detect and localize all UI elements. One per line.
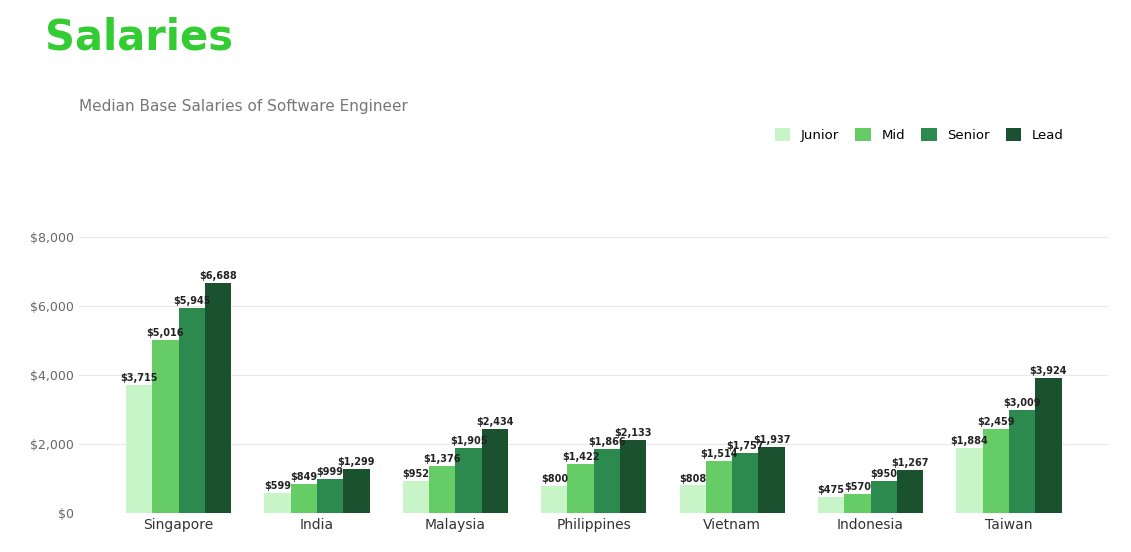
- Bar: [205, 283, 231, 513]
- Text: $1,905: $1,905: [450, 436, 487, 446]
- Text: $808: $808: [679, 474, 707, 484]
- Text: $3,715: $3,715: [120, 373, 158, 383]
- Bar: [291, 484, 317, 513]
- Bar: [620, 440, 647, 513]
- Bar: [1035, 378, 1062, 513]
- Bar: [759, 447, 785, 513]
- Bar: [706, 461, 732, 513]
- Text: $1,937: $1,937: [753, 434, 791, 445]
- Text: $2,434: $2,434: [476, 417, 513, 427]
- Text: $475: $475: [818, 485, 845, 495]
- Bar: [429, 466, 456, 513]
- Text: $1,514: $1,514: [700, 449, 737, 459]
- Bar: [153, 340, 179, 513]
- Text: $3,924: $3,924: [1029, 366, 1068, 376]
- Text: $1,267: $1,267: [891, 458, 929, 468]
- Text: $3,009: $3,009: [1003, 397, 1041, 407]
- Text: $5,016: $5,016: [147, 328, 184, 338]
- Text: $800: $800: [541, 474, 568, 484]
- Text: Median Base Salaries of Software Engineer: Median Base Salaries of Software Enginee…: [79, 99, 408, 114]
- Bar: [897, 470, 923, 513]
- Bar: [818, 497, 845, 513]
- Bar: [845, 493, 871, 513]
- Bar: [126, 385, 153, 513]
- Text: $1,299: $1,299: [338, 457, 375, 466]
- Bar: [541, 486, 568, 513]
- Text: $1,376: $1,376: [423, 454, 461, 464]
- Bar: [265, 493, 291, 513]
- Text: $1,884: $1,884: [951, 437, 988, 447]
- Text: $950: $950: [870, 469, 897, 479]
- Bar: [456, 448, 482, 513]
- Bar: [317, 479, 343, 513]
- Text: $1,757: $1,757: [726, 441, 765, 451]
- Legend: Junior, Mid, Senior, Lead: Junior, Mid, Senior, Lead: [770, 124, 1068, 146]
- Text: $952: $952: [403, 469, 430, 479]
- Bar: [680, 486, 706, 513]
- Bar: [1009, 410, 1035, 513]
- Text: $5,945: $5,945: [173, 296, 210, 306]
- Text: $2,133: $2,133: [614, 428, 651, 438]
- Text: $599: $599: [264, 481, 291, 491]
- Bar: [403, 480, 429, 513]
- Text: $999: $999: [317, 467, 344, 477]
- Text: $6,688: $6,688: [199, 270, 236, 281]
- Text: $1,422: $1,422: [562, 453, 599, 463]
- Text: $1,866: $1,866: [588, 437, 625, 447]
- Bar: [957, 448, 983, 513]
- Bar: [983, 428, 1009, 513]
- Bar: [179, 308, 205, 513]
- Bar: [568, 464, 594, 513]
- Text: $570: $570: [844, 482, 871, 492]
- Bar: [871, 481, 897, 513]
- Text: Salaries: Salaries: [45, 17, 233, 59]
- Bar: [594, 449, 620, 513]
- Text: $849: $849: [291, 472, 318, 482]
- Bar: [343, 469, 370, 513]
- Bar: [482, 429, 508, 513]
- Bar: [732, 453, 759, 513]
- Text: $2,459: $2,459: [977, 417, 1015, 427]
